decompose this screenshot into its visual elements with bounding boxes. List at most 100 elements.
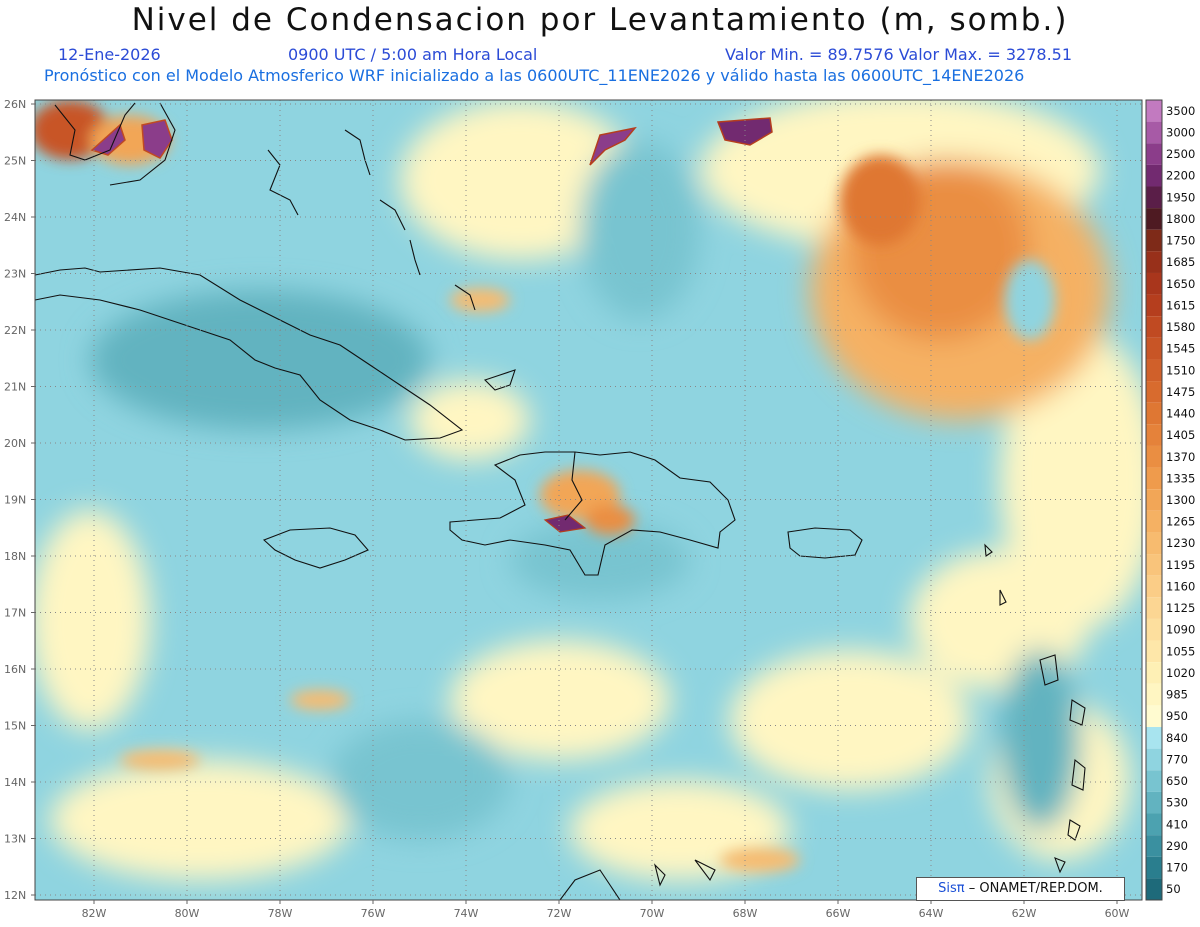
lon-label-62W: 62W [1012, 907, 1037, 920]
credit-text: – ONAMET/REP.DOM. [968, 881, 1103, 896]
colorbar-label-1265: 1265 [1166, 515, 1195, 529]
colorbar-swatch-3500 [1146, 100, 1162, 122]
colorbar-swatch-1265 [1146, 510, 1162, 533]
colorbar-label-290: 290 [1166, 839, 1188, 853]
colorbar-label-1335: 1335 [1166, 471, 1195, 485]
colorbar-label-1300: 1300 [1166, 493, 1195, 507]
colorbar-label-1440: 1440 [1166, 407, 1195, 421]
lat-label-19N: 19N [4, 494, 26, 507]
lat-label-14N: 14N [4, 776, 26, 789]
colorbar-swatch-650 [1146, 770, 1162, 792]
colorbar-swatch-1615 [1146, 294, 1162, 317]
lat-label-20N: 20N [4, 437, 26, 450]
colorbar-label-2500: 2500 [1166, 147, 1195, 161]
chart-title: Nivel de Condensacion por Levantamiento … [131, 2, 1069, 38]
colorbar-label-1405: 1405 [1166, 428, 1195, 442]
credit-box: Sisπ – ONAMET/REP.DOM. [916, 877, 1125, 901]
lat-label-17N: 17N [4, 607, 26, 620]
min-max-values: Valor Min. = 89.7576 Valor Max. = 3278.5… [725, 45, 1073, 64]
colorbar-swatch-1090 [1146, 618, 1162, 641]
colorbar-swatch-2500 [1146, 143, 1162, 165]
graticule [35, 100, 1142, 900]
lon-label-82W: 82W [82, 907, 107, 920]
lon-label-60W: 60W [1105, 907, 1130, 920]
lon-label-78W: 78W [268, 907, 293, 920]
colorbar-swatch-1160 [1146, 575, 1162, 598]
colorbar-label-1230: 1230 [1166, 536, 1195, 550]
colorbar-label-1475: 1475 [1166, 385, 1195, 399]
colorbar-label-770: 770 [1166, 752, 1188, 766]
model-info: Pronóstico con el Modelo Atmosferico WRF… [44, 66, 1025, 85]
colorbar-frame [1145, 99, 1163, 901]
colorbar-label-1125: 1125 [1166, 601, 1195, 615]
lon-label-64W: 64W [919, 907, 944, 920]
lat-label-13N: 13N [4, 833, 26, 846]
colorbar-label-985: 985 [1166, 688, 1188, 702]
lat-label-26N: 26N [4, 98, 26, 111]
colorbar-swatch-1335 [1146, 467, 1162, 490]
colorbar-swatch-770 [1146, 748, 1162, 771]
forecast-date: 12-Ene-2026 [58, 45, 161, 64]
credit-brand: Sisπ [938, 881, 965, 896]
colorbar-swatch-1195 [1146, 554, 1162, 576]
lon-label-76W: 76W [361, 907, 386, 920]
colorbar-swatch-290 [1146, 835, 1162, 857]
colorbar-swatch-1475 [1146, 381, 1162, 403]
lat-label-24N: 24N [4, 211, 26, 224]
lat-label-15N: 15N [4, 720, 26, 733]
lat-label-25N: 25N [4, 155, 26, 168]
colorbar-label-1055: 1055 [1166, 644, 1195, 658]
colorbar-swatch-1055 [1146, 640, 1162, 663]
colorbar-swatch-170 [1146, 856, 1162, 879]
colorbar-label-410: 410 [1166, 817, 1188, 831]
colorbar-swatch-1650 [1146, 272, 1162, 295]
lon-label-68W: 68W [733, 907, 758, 920]
colorbar-label-1090: 1090 [1166, 623, 1195, 637]
colorbar-label-1580: 1580 [1166, 320, 1195, 334]
forecast-time: 0900 UTC / 5:00 am Hora Local [288, 45, 538, 64]
colorbar-swatch-1510 [1146, 359, 1162, 382]
lat-label-22N: 22N [4, 324, 26, 337]
colorbar-label-2200: 2200 [1166, 169, 1195, 183]
colorbar-swatch-1405 [1146, 424, 1162, 446]
colorbar-label-1800: 1800 [1166, 212, 1195, 226]
colorbar-label-1510: 1510 [1166, 363, 1195, 377]
lon-label-74W: 74W [454, 907, 479, 920]
colorbar-label-840: 840 [1166, 731, 1188, 745]
lat-label-23N: 23N [4, 268, 26, 281]
lon-label-70W: 70W [640, 907, 665, 920]
lon-label-72W: 72W [547, 907, 572, 920]
colorbar-swatch-1440 [1146, 402, 1162, 425]
colorbar-label-1750: 1750 [1166, 234, 1195, 248]
colorbar-label-1020: 1020 [1166, 666, 1195, 680]
colorbar-swatch-985 [1146, 683, 1162, 706]
colorbar-label-3000: 3000 [1166, 125, 1195, 139]
colorbar-swatch-840 [1146, 727, 1162, 749]
lat-label-18N: 18N [4, 550, 26, 563]
colorbar-swatch-1750 [1146, 229, 1162, 252]
colorbar: 3500 3000 2500 2200 1950 1800 1750 1685 1650 1615… [1145, 99, 1195, 901]
colorbar-swatch-1800 [1146, 208, 1162, 230]
colorbar-label-50: 50 [1166, 882, 1181, 896]
colorbar-label-1160: 1160 [1166, 579, 1195, 593]
colorbar-swatch-1370 [1146, 445, 1162, 468]
colorbar-swatch-1580 [1146, 316, 1162, 338]
colorbar-label-1685: 1685 [1166, 255, 1195, 269]
colorbar-swatch-950 [1146, 705, 1162, 728]
colorbar-label-3500: 3500 [1166, 104, 1195, 118]
colorbar-swatch-1545 [1146, 337, 1162, 360]
colorbar-swatch-1685 [1146, 251, 1162, 273]
latitude-labels: 26N 25N 24N 23N 22N 21N 20N 19N 18N 17N 16N 15N 14N 1… [4, 98, 35, 902]
lcl-shaded-field [35, 100, 1142, 900]
colorbar-label-1615: 1615 [1166, 298, 1195, 312]
colorbar-swatch-410 [1146, 813, 1162, 836]
colorbar-swatch-1950 [1146, 186, 1162, 209]
colorbar-label-1950: 1950 [1166, 190, 1195, 204]
colorbar-swatch-50 [1146, 878, 1162, 900]
colorbar-swatch-1230 [1146, 532, 1162, 555]
lat-label-16N: 16N [4, 663, 26, 676]
longitude-labels: 82W 80W 78W 76W 74W 72W 70W 68W 66W 64W 62W 60W [82, 900, 1130, 920]
lat-label-21N: 21N [4, 381, 26, 394]
colorbar-label-530: 530 [1166, 796, 1188, 810]
colorbar-label-650: 650 [1166, 774, 1188, 788]
